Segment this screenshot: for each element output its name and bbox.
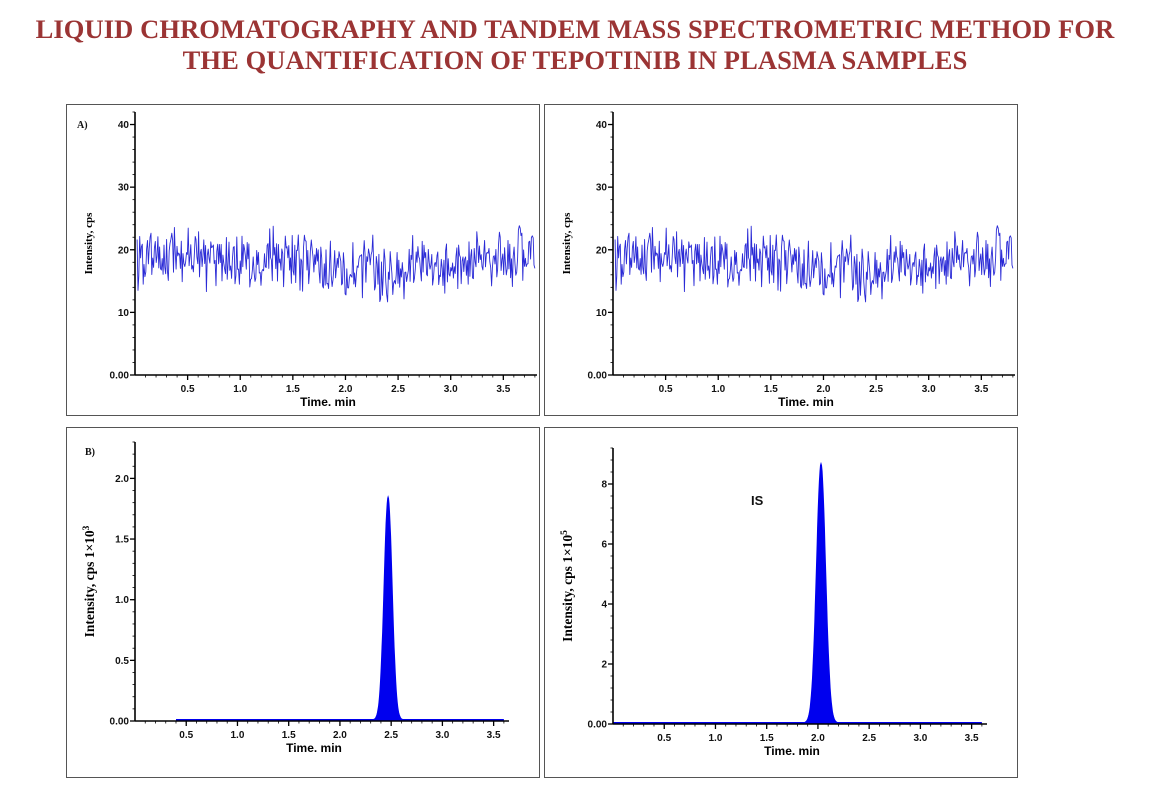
y-tick-label: 20 (118, 245, 130, 256)
chromatogram-panel-a-right: 0.00 10 20 30 40 0.5 1.0 1.5 2.0 2.5 3.0 3.5 Time. m… (544, 104, 1018, 416)
x-tick-label: 2.5 (391, 384, 405, 395)
y-axis-exponent: 5 (560, 530, 570, 535)
x-tick-label: 0.5 (659, 384, 673, 395)
figure-title-line-1: LIQUID CHROMATOGRAPHY AND TANDEM MASS SP… (35, 14, 1115, 44)
x-tick-label: 2.0 (333, 730, 347, 741)
x-tick-label: 3.5 (496, 384, 510, 395)
chart-svg: 0.00 10 20 30 40 0.5 1.0 1.5 2.0 2.5 3.0 3.5 Time. m… (77, 111, 537, 409)
x-tick-label: 1.5 (760, 733, 774, 744)
x-tick-label: 3.5 (487, 730, 501, 741)
analyte-peak (367, 495, 409, 721)
x-tick-label: 2.5 (869, 384, 883, 395)
x-tick-label: 2.0 (811, 733, 825, 744)
y-axis-title: Intensity, cps 1×103 (82, 525, 97, 637)
panel-label: A) (77, 120, 88, 131)
y-tick-label: 40 (596, 120, 608, 131)
y-axis-exponent: 3 (82, 525, 92, 530)
y-tick-label: 10 (118, 308, 130, 319)
x-axis-title: Time. min (764, 744, 820, 758)
chromatogram-trace (614, 225, 1014, 303)
chromatogram-panel-b-right: 0.00 2 4 6 8 0.5 1.0 1.5 2.0 2.5 3.0 3.5 Time. min In… (544, 427, 1018, 778)
x-axis-title: Time. min (286, 741, 342, 755)
y-axis-title: Intensity, cps (83, 212, 95, 274)
y-tick-label: 0.00 (588, 720, 608, 731)
y-tick-label: 0.00 (588, 371, 608, 382)
chromatogram-trace (136, 225, 536, 303)
x-tick-label: 1.0 (711, 384, 725, 395)
analyte-peak (798, 461, 845, 724)
x-tick-label: 1.0 (233, 384, 247, 395)
x-tick-label: 2.5 (384, 730, 398, 741)
figure-title-line-2: THE QUANTIFICATION OF TEPOTINIB IN PLASM… (182, 45, 968, 75)
x-axis-title: Time. min (778, 395, 834, 409)
x-tick-label: 0.5 (181, 384, 195, 395)
y-tick-label: 0.00 (110, 371, 130, 382)
x-tick-label: 3.5 (974, 384, 988, 395)
y-tick-label: 1.0 (115, 595, 129, 606)
x-tick-label: 2.5 (862, 733, 876, 744)
x-tick-label: 0.5 (657, 733, 671, 744)
x-tick-label: 1.5 (286, 384, 300, 395)
y-tick-label: 30 (596, 183, 608, 194)
y-tick-label: 1.5 (115, 535, 129, 546)
chromatogram-panel-a-left: 0.00 10 20 30 40 0.5 1.0 1.5 2.0 2.5 3.0 3.5 Time. m… (66, 104, 540, 416)
y-tick-label: 0.5 (115, 656, 129, 667)
x-tick-label: 3.0 (435, 730, 449, 741)
x-axis-title: Time. min (300, 395, 356, 409)
x-tick-label: 0.5 (179, 730, 193, 741)
chart-svg: 0.00 10 20 30 40 0.5 1.0 1.5 2.0 2.5 3.0 3.5 Time. m… (561, 111, 1015, 409)
y-tick-label: 8 (601, 480, 607, 491)
y-tick-label: 10 (596, 308, 608, 319)
x-tick-label: 3.5 (965, 733, 979, 744)
x-tick-label: 2.0 (339, 384, 353, 395)
y-axis-title: Intensity, cps 1×105 (560, 530, 575, 642)
chromatogram-panel-b-left: 0.00 0.5 1.0 1.5 2.0 0.5 1.0 1.5 2.0 2.5 3.0 3.5 Tim… (66, 427, 540, 778)
x-tick-label: 3.0 (444, 384, 458, 395)
y-tick-label: 2 (601, 660, 607, 671)
x-tick-label: 1.5 (764, 384, 778, 395)
x-tick-label: 2.0 (817, 384, 831, 395)
chart-svg: 0.00 2 4 6 8 0.5 1.0 1.5 2.0 2.5 3.0 3.5 Time. min In… (560, 447, 987, 758)
x-tick-label: 3.0 (922, 384, 936, 395)
x-tick-label: 1.0 (231, 730, 245, 741)
x-tick-label: 3.0 (913, 733, 927, 744)
chart-svg: 0.00 0.5 1.0 1.5 2.0 0.5 1.0 1.5 2.0 2.5 3.0 3.5 Tim… (82, 441, 509, 755)
y-tick-label: 0.00 (110, 717, 130, 728)
y-tick-label: 30 (118, 183, 130, 194)
x-tick-label: 1.5 (282, 730, 296, 741)
y-axis-title: Intensity, cps (561, 212, 573, 274)
figure-title: LIQUID CHROMATOGRAPHY AND TANDEM MASS SP… (0, 14, 1150, 76)
internal-standard-label: IS (751, 493, 764, 508)
y-tick-label: 4 (601, 600, 607, 611)
x-tick-label: 1.0 (709, 733, 723, 744)
y-tick-label: 20 (596, 245, 608, 256)
y-tick-label: 6 (601, 540, 607, 551)
panel-label: B) (85, 447, 95, 458)
y-tick-label: 40 (118, 120, 130, 131)
y-tick-label: 2.0 (115, 474, 129, 485)
